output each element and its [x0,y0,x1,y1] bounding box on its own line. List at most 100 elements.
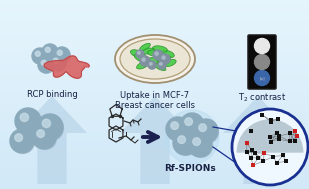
Circle shape [34,50,48,64]
Bar [0,188,309,189]
Circle shape [232,109,308,185]
Bar [0,1,309,3]
Bar [0,30,309,32]
Bar [0,169,309,171]
Bar [0,186,309,188]
Circle shape [18,111,41,135]
Bar [0,97,309,99]
Bar [0,90,309,92]
Bar [0,162,309,164]
Circle shape [193,138,201,146]
Ellipse shape [115,35,195,83]
Circle shape [137,51,144,58]
Bar [0,171,309,173]
Bar [0,64,309,66]
Circle shape [199,124,206,132]
Bar [0,115,309,117]
Bar [0,12,309,14]
Bar [0,163,309,165]
Circle shape [190,135,213,157]
Bar [0,114,309,116]
Bar [0,75,309,77]
Ellipse shape [137,61,150,69]
Bar [0,45,309,47]
Bar [0,87,309,89]
Bar [0,11,309,13]
Circle shape [166,117,190,141]
Bar [0,34,309,36]
Bar [0,79,309,81]
Bar [0,36,309,38]
Bar [0,176,309,178]
Bar [0,55,309,57]
Bar [0,129,309,131]
Bar [0,19,309,21]
Circle shape [54,47,70,63]
Bar [0,13,309,15]
Bar [0,3,309,5]
Bar [0,65,309,67]
Bar [0,174,309,176]
Bar [0,122,309,124]
Circle shape [185,118,193,125]
Bar [0,130,309,132]
Circle shape [158,61,166,69]
Bar [0,128,309,130]
Circle shape [162,56,165,59]
Bar [0,63,309,65]
Bar [0,139,309,141]
Bar [0,184,309,186]
Bar [0,104,309,106]
Circle shape [188,133,212,157]
Bar [0,102,309,104]
Bar [0,126,309,128]
Ellipse shape [120,39,190,79]
Bar [0,99,309,101]
Bar [0,57,309,59]
Ellipse shape [140,43,150,51]
Circle shape [153,50,163,60]
Bar [0,0,309,2]
Bar [0,135,309,137]
Bar [0,93,309,95]
Circle shape [52,57,66,71]
Circle shape [255,70,269,85]
Bar [0,168,309,170]
Ellipse shape [141,48,155,54]
Bar [0,105,309,107]
Bar [0,107,309,109]
Bar [0,40,309,42]
Ellipse shape [147,50,160,56]
Bar [0,86,309,88]
Bar [0,22,309,24]
Bar [0,100,309,102]
Bar [0,94,309,96]
Wedge shape [237,119,303,153]
Polygon shape [223,96,293,184]
Bar [0,5,309,7]
Circle shape [171,122,179,129]
Bar [0,125,309,127]
Bar [0,49,309,51]
Bar [0,46,309,48]
Bar [0,124,309,126]
Circle shape [38,57,54,73]
Bar [0,101,309,103]
Bar [0,152,309,154]
Circle shape [15,134,23,142]
Bar [0,24,309,26]
Bar [0,77,309,79]
Text: RCP binding: RCP binding [27,90,77,99]
Circle shape [57,50,62,55]
Bar [0,120,309,122]
Bar [0,8,309,10]
Circle shape [138,52,140,54]
Ellipse shape [164,59,176,67]
Bar [0,74,309,76]
Circle shape [53,58,58,63]
Bar [0,51,309,53]
Circle shape [20,113,28,122]
Bar [0,6,309,8]
Bar [0,106,309,108]
Bar [0,82,309,84]
